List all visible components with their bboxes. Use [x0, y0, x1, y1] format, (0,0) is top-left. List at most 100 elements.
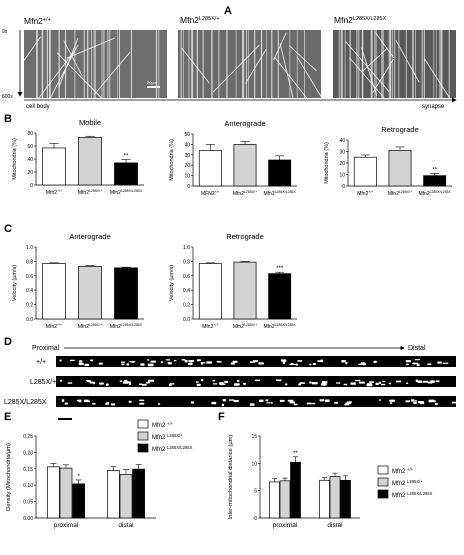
mitochondrion-dot	[105, 383, 109, 386]
kymo-title-1: Mfn2+/+	[24, 16, 51, 26]
mitochondrion-dot	[184, 359, 188, 363]
bar	[319, 479, 330, 519]
mitochondrion-dot	[234, 383, 240, 386]
y-axis-label: Inter-mitochondrial distance (µm)	[228, 435, 234, 520]
axon-strip-hom	[56, 396, 456, 407]
y-tick-label: 0.25	[23, 434, 33, 440]
mitochondrion-dot	[129, 361, 136, 363]
mitochondrion-dot	[320, 383, 327, 386]
bar	[388, 150, 412, 187]
mitochondrion-dot	[335, 382, 341, 384]
bar	[198, 150, 222, 187]
bar	[42, 263, 66, 320]
moving-streak	[423, 58, 451, 99]
legend-label: Mfn2 L285X/L285X	[152, 445, 193, 454]
panel-letter-c: C	[4, 223, 12, 235]
chart-title: Anterograde	[224, 119, 265, 128]
y-tick-label: 0.6	[183, 274, 190, 280]
mitochondrion-dot	[126, 363, 130, 366]
mitochondrion-dot	[258, 399, 264, 403]
mitochondrion-dot	[345, 402, 352, 405]
mitochondrion-dot	[222, 399, 227, 402]
x-category-label: Mfn2+/+	[357, 190, 373, 197]
mitochondrion-dot	[266, 402, 271, 404]
bar	[59, 467, 73, 519]
mitochondrion-dot	[275, 379, 282, 381]
moving-streak	[375, 32, 395, 59]
synapse-label: synapse	[422, 104, 445, 110]
proximal-label: Proximal	[32, 345, 60, 352]
x-category-label: Mfn2L285X/+	[78, 189, 102, 196]
moving-streak	[63, 40, 83, 77]
mitochondrion-dot	[306, 402, 309, 405]
x-category-label: proximal	[54, 522, 79, 529]
bar	[107, 470, 120, 519]
mitochondrion-dot	[413, 363, 416, 365]
mitochondrion-dot	[378, 381, 382, 384]
mitochondrion-dot	[380, 383, 386, 386]
axon-strip-het	[56, 376, 456, 387]
mitochondrion-dot	[138, 383, 143, 385]
axon-scale-bar	[58, 418, 72, 420]
panel-letter-a: A	[224, 5, 232, 17]
kymograph-streaks	[23, 30, 451, 99]
panel-letter-f: F	[218, 411, 225, 423]
legend-swatch	[137, 443, 149, 453]
y-axis-label: Velocity (µm/s)	[169, 265, 175, 301]
mitochondrion-dot	[373, 360, 377, 363]
legend-f: Mfn2 +/+ Mfn2 L285X/+ Mfn2 L285X/L285X	[377, 465, 433, 500]
moving-streak	[361, 47, 388, 73]
mitochondrion-dot	[324, 399, 330, 403]
x-category-label: Mfn2L285X/L285X	[418, 190, 451, 197]
y-axis-label: Mitochondria (%)	[169, 139, 175, 181]
x-category-label: Mfn2L285X/+	[233, 190, 257, 197]
mitochondrion-dot	[290, 363, 294, 365]
x-category-label: Mfn2L285X/+	[388, 190, 412, 197]
mitochondrion-dot	[206, 361, 213, 364]
y-tick-label: 0.2	[26, 303, 33, 309]
mitochondrion-dot	[422, 380, 428, 383]
bar	[279, 480, 291, 519]
mitochondria-dots	[59, 359, 458, 406]
y-tick-label: 80	[27, 131, 33, 137]
mitochondrion-dot	[221, 403, 225, 406]
mitochondrion-dot	[165, 359, 171, 361]
moving-streak	[289, 45, 317, 71]
mitochondrion-dot	[173, 359, 177, 362]
bar	[198, 263, 222, 320]
mitochondrion-dot	[220, 382, 225, 386]
mitochondrion-dot	[413, 401, 417, 404]
mitochondrion-dot	[343, 383, 348, 386]
y-axis-label: Mitochondria (%)	[324, 142, 330, 184]
bar	[114, 162, 138, 186]
x-category-label: Mfn2+/+	[46, 323, 62, 330]
moving-streak	[372, 58, 394, 94]
moving-streak	[66, 37, 115, 59]
y-tick-label: 0	[342, 184, 345, 190]
mitochondrion-dot	[99, 382, 104, 385]
mitochondrion-dot	[83, 399, 89, 402]
moving-streak	[279, 43, 294, 99]
legend-label: Mfn2 L285X/L285X	[392, 491, 433, 500]
scale-bar-label: 20µm	[147, 80, 158, 85]
y-tick-label: 0.4	[183, 288, 190, 294]
y-tick-label: 40	[27, 157, 33, 163]
mitochondrion-dot	[320, 359, 323, 362]
distal-label: Distal	[408, 345, 426, 352]
mitochondrion-dot	[279, 399, 285, 402]
bar	[290, 461, 301, 519]
mitochondrion-dot	[121, 363, 125, 366]
mitochondrion-dot	[160, 361, 163, 364]
chart-inter-mito-distance: 0 5 10 15 Inter-mitochondrial distance (µm) p…	[228, 434, 360, 529]
mitochondrion-dot	[354, 379, 361, 382]
mitochondrion-dot	[434, 402, 438, 406]
mitochondrion-dot	[405, 360, 412, 363]
mitochondrion-dot	[375, 382, 379, 385]
mitochondrion-dot	[139, 402, 145, 405]
mitochondrion-dot	[141, 383, 147, 386]
legend-swatch	[137, 431, 149, 441]
y-axis-label: Velocity (µm/s)	[12, 265, 18, 301]
mitochondrion-dot	[341, 360, 346, 363]
mitochondrion-dot	[293, 403, 298, 406]
moving-streak	[23, 36, 42, 61]
